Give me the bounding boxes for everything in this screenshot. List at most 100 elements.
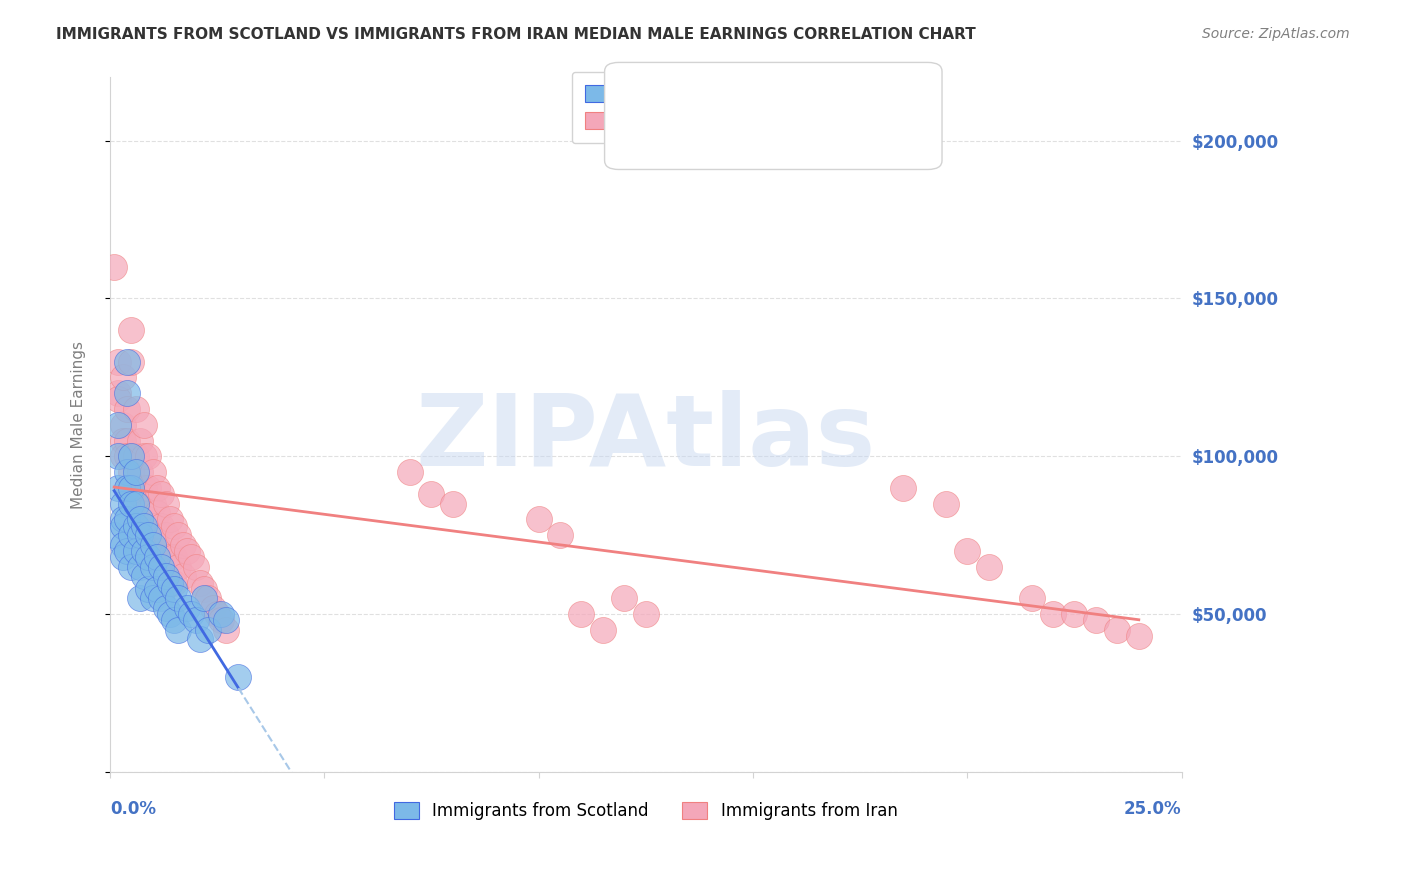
Point	[128, 528, 150, 542]
Point	[150, 559, 173, 574]
Point	[167, 559, 190, 574]
Point	[150, 544, 173, 558]
Point	[571, 607, 593, 622]
Text: ZIPAtlas: ZIPAtlas	[416, 390, 876, 487]
Point	[180, 550, 202, 565]
Point	[124, 518, 146, 533]
Point	[111, 417, 134, 432]
Point	[163, 575, 186, 590]
Point	[115, 434, 138, 448]
Point	[228, 670, 250, 684]
Point	[142, 465, 165, 479]
Point	[128, 434, 150, 448]
Point	[935, 497, 957, 511]
Point	[214, 614, 236, 628]
Text: 25.0%: 25.0%	[1123, 800, 1181, 818]
Point	[128, 512, 150, 526]
Point	[138, 528, 160, 542]
Point	[159, 575, 181, 590]
Point	[193, 582, 215, 596]
Point	[146, 506, 169, 520]
Point	[138, 512, 160, 526]
Point	[399, 465, 422, 479]
Point	[142, 538, 165, 552]
Point	[420, 487, 443, 501]
Point	[209, 607, 232, 622]
Point	[205, 607, 228, 622]
Point	[1021, 591, 1043, 606]
Point	[155, 528, 177, 542]
Point	[146, 481, 169, 495]
Point	[441, 497, 464, 511]
Point	[107, 354, 129, 368]
Point	[180, 607, 202, 622]
Point	[150, 487, 173, 501]
Point	[159, 512, 181, 526]
Point	[214, 623, 236, 637]
Point	[120, 465, 142, 479]
Point	[197, 623, 219, 637]
Point	[128, 591, 150, 606]
Point	[134, 481, 156, 495]
Point	[159, 550, 181, 565]
Point	[167, 591, 190, 606]
Point	[111, 512, 134, 526]
Point	[115, 465, 138, 479]
Point	[115, 481, 138, 495]
Point	[142, 559, 165, 574]
Point	[111, 518, 134, 533]
Point	[167, 623, 190, 637]
Point	[150, 591, 173, 606]
Point	[193, 591, 215, 606]
Point	[176, 544, 198, 558]
Y-axis label: Median Male Earnings: Median Male Earnings	[72, 341, 86, 508]
Point	[115, 450, 138, 464]
Legend: Immigrants from Scotland, Immigrants from Iran: Immigrants from Scotland, Immigrants fro…	[381, 789, 911, 833]
Point	[163, 614, 186, 628]
Point	[115, 354, 138, 368]
Point	[134, 450, 156, 464]
Point	[124, 497, 146, 511]
Point	[107, 417, 129, 432]
Point	[977, 559, 1000, 574]
Point	[120, 323, 142, 337]
Point	[134, 518, 156, 533]
Point	[142, 518, 165, 533]
Point	[150, 518, 173, 533]
Point	[120, 481, 142, 495]
Point	[1042, 607, 1064, 622]
Point	[120, 497, 142, 511]
Point	[138, 450, 160, 464]
Point	[120, 450, 142, 464]
Point	[155, 497, 177, 511]
Point	[115, 401, 138, 416]
Point	[176, 600, 198, 615]
Point	[142, 497, 165, 511]
Point	[107, 450, 129, 464]
Point	[138, 582, 160, 596]
Point	[134, 417, 156, 432]
Point	[172, 569, 194, 583]
Point	[167, 528, 190, 542]
Point	[111, 550, 134, 565]
Text: 0.0%: 0.0%	[110, 800, 156, 818]
Point	[163, 582, 186, 596]
Point	[159, 607, 181, 622]
Point	[115, 512, 138, 526]
Point	[120, 450, 142, 464]
Point	[107, 481, 129, 495]
Point	[197, 591, 219, 606]
Text: IMMIGRANTS FROM SCOTLAND VS IMMIGRANTS FROM IRAN MEDIAN MALE EARNINGS CORRELATIO: IMMIGRANTS FROM SCOTLAND VS IMMIGRANTS F…	[56, 27, 976, 42]
Point	[124, 465, 146, 479]
Point	[111, 497, 134, 511]
Point	[891, 481, 914, 495]
Point	[1128, 629, 1150, 643]
Point	[134, 569, 156, 583]
Point	[613, 591, 636, 606]
Point	[120, 528, 142, 542]
Point	[155, 569, 177, 583]
Point	[103, 528, 125, 542]
Point	[146, 550, 169, 565]
Point	[111, 450, 134, 464]
Point	[111, 538, 134, 552]
